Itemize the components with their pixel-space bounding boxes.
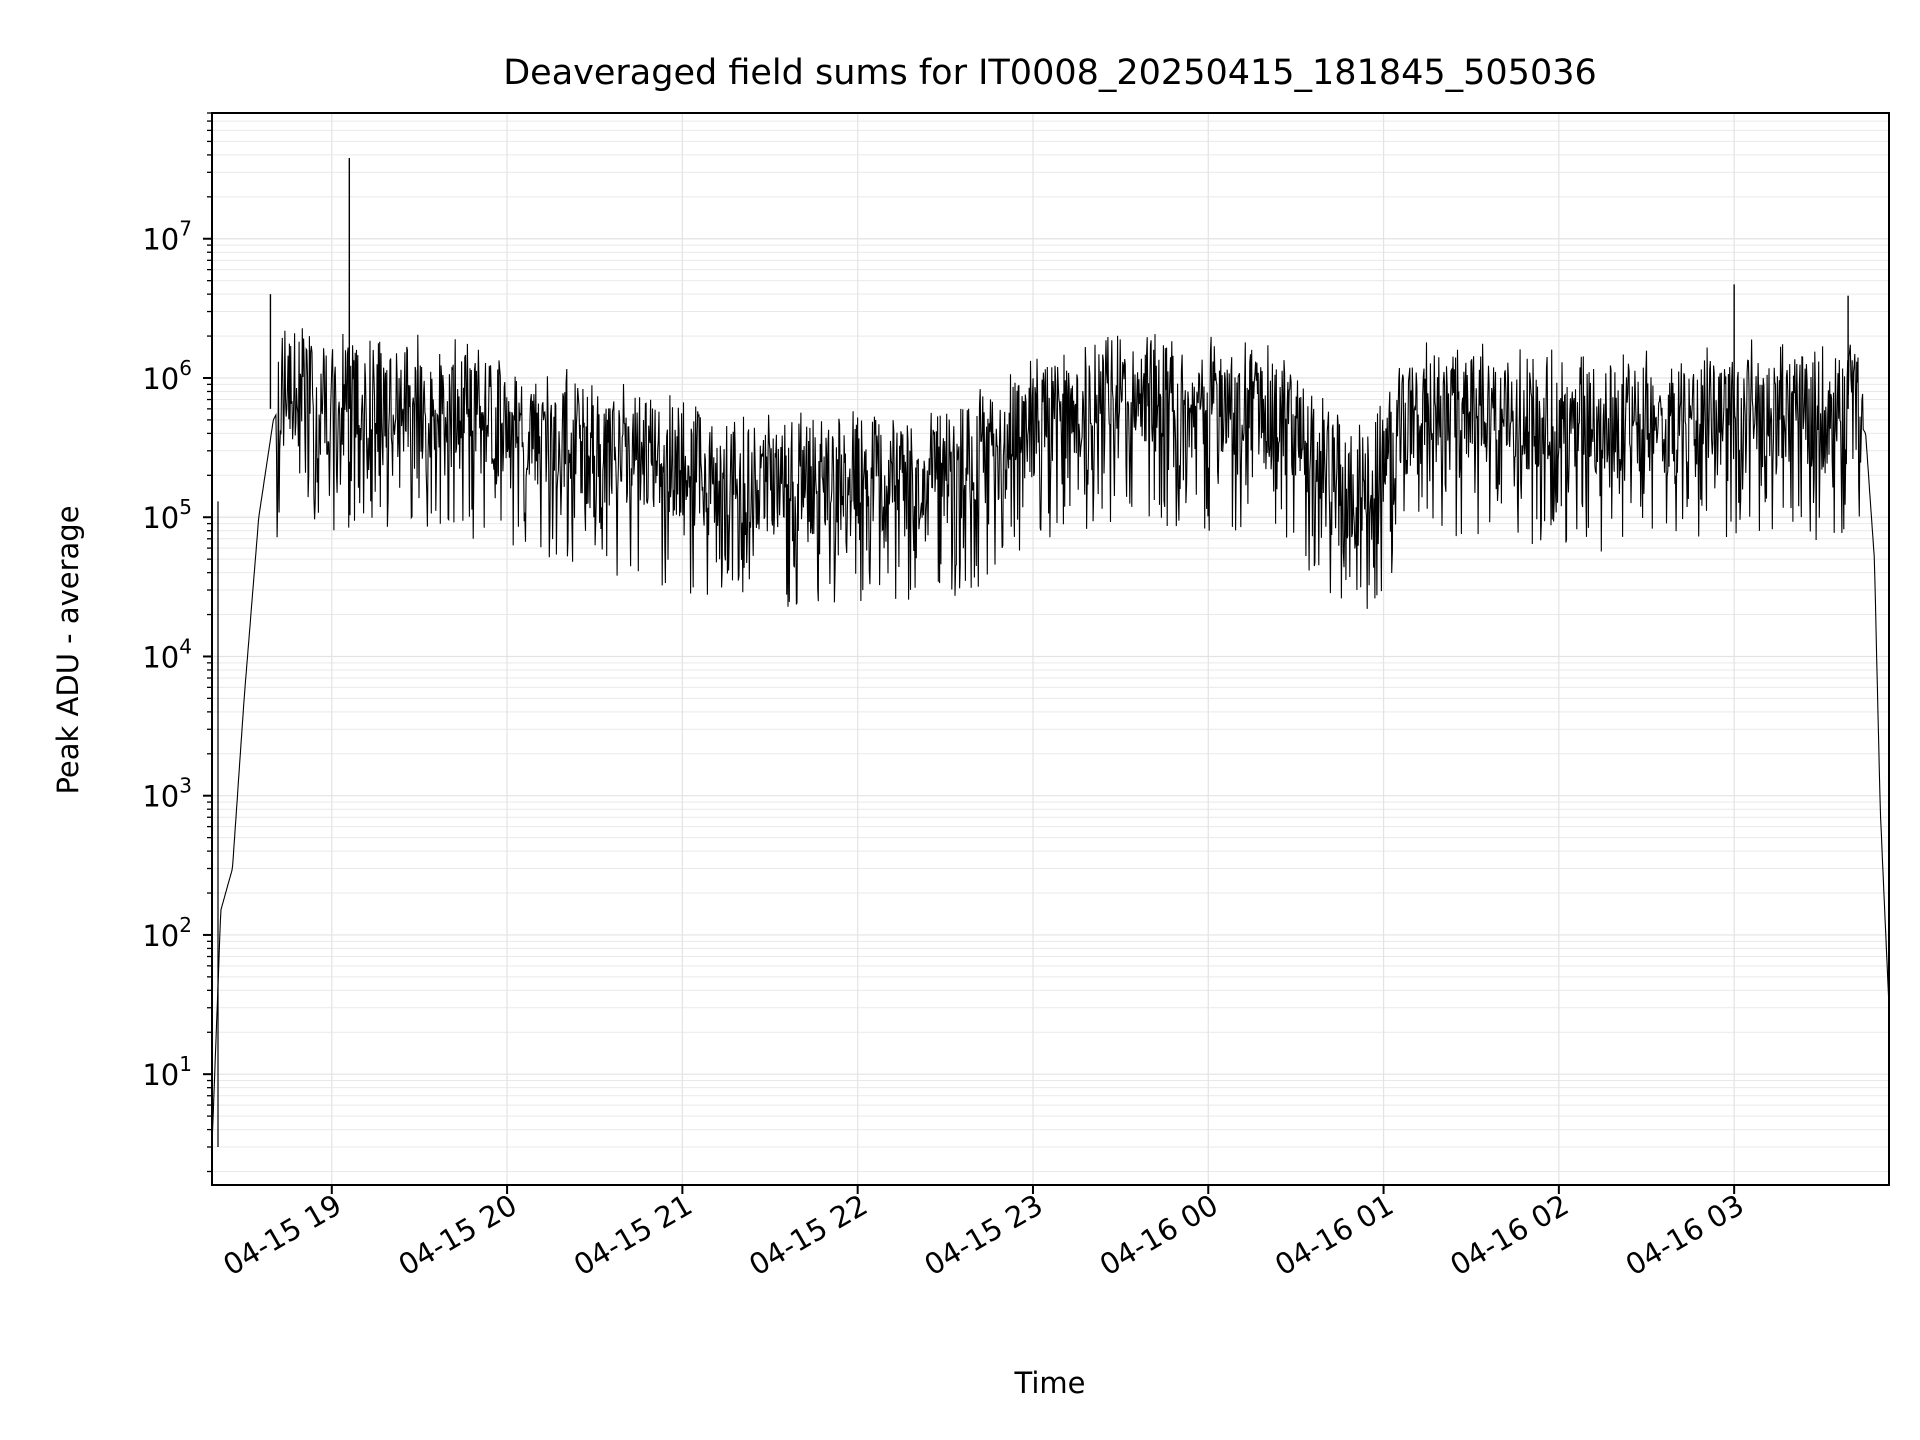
x-tick-label: 04-16 03 xyxy=(1620,1188,1750,1283)
x-tick-label: 04-16 00 xyxy=(1094,1188,1224,1283)
series-line xyxy=(211,158,1890,1148)
chart-title: Deaveraged field sums for IT0008_2025041… xyxy=(503,53,1597,93)
y-tick-label: 104 xyxy=(142,634,192,674)
x-tick-label: 04-15 23 xyxy=(919,1188,1049,1283)
x-tick-label: 04-15 19 xyxy=(217,1188,347,1283)
series-path xyxy=(211,328,1890,1148)
x-tick-label: 04-16 02 xyxy=(1444,1188,1574,1283)
plot-frame xyxy=(211,112,1890,1186)
x-axis-ticks: 04-15 19 04-15 20 04-15 21 04-15 22 04-15 23… xyxy=(217,1185,1750,1283)
y-axis-ticks: 101 102 103 104 105 106 107 xyxy=(142,112,212,1173)
y-tick-label: 107 xyxy=(142,217,192,257)
x-tick-label: 04-16 01 xyxy=(1269,1188,1399,1283)
y-tick-label: 106 xyxy=(142,356,192,396)
x-tick-label: 04-15 21 xyxy=(568,1188,698,1283)
x-tick-label: 04-15 20 xyxy=(393,1188,523,1283)
grid-lines xyxy=(212,112,1889,1185)
y-axis-label: Peak ADU - average xyxy=(51,505,85,794)
x-axis-label: Time xyxy=(1014,1366,1086,1400)
y-tick-label: 103 xyxy=(142,774,192,814)
y-tick-label: 101 xyxy=(142,1052,192,1092)
x-tick-label: 04-15 22 xyxy=(743,1188,873,1283)
y-tick-label: 102 xyxy=(142,913,192,953)
y-tick-label: 105 xyxy=(142,495,192,535)
